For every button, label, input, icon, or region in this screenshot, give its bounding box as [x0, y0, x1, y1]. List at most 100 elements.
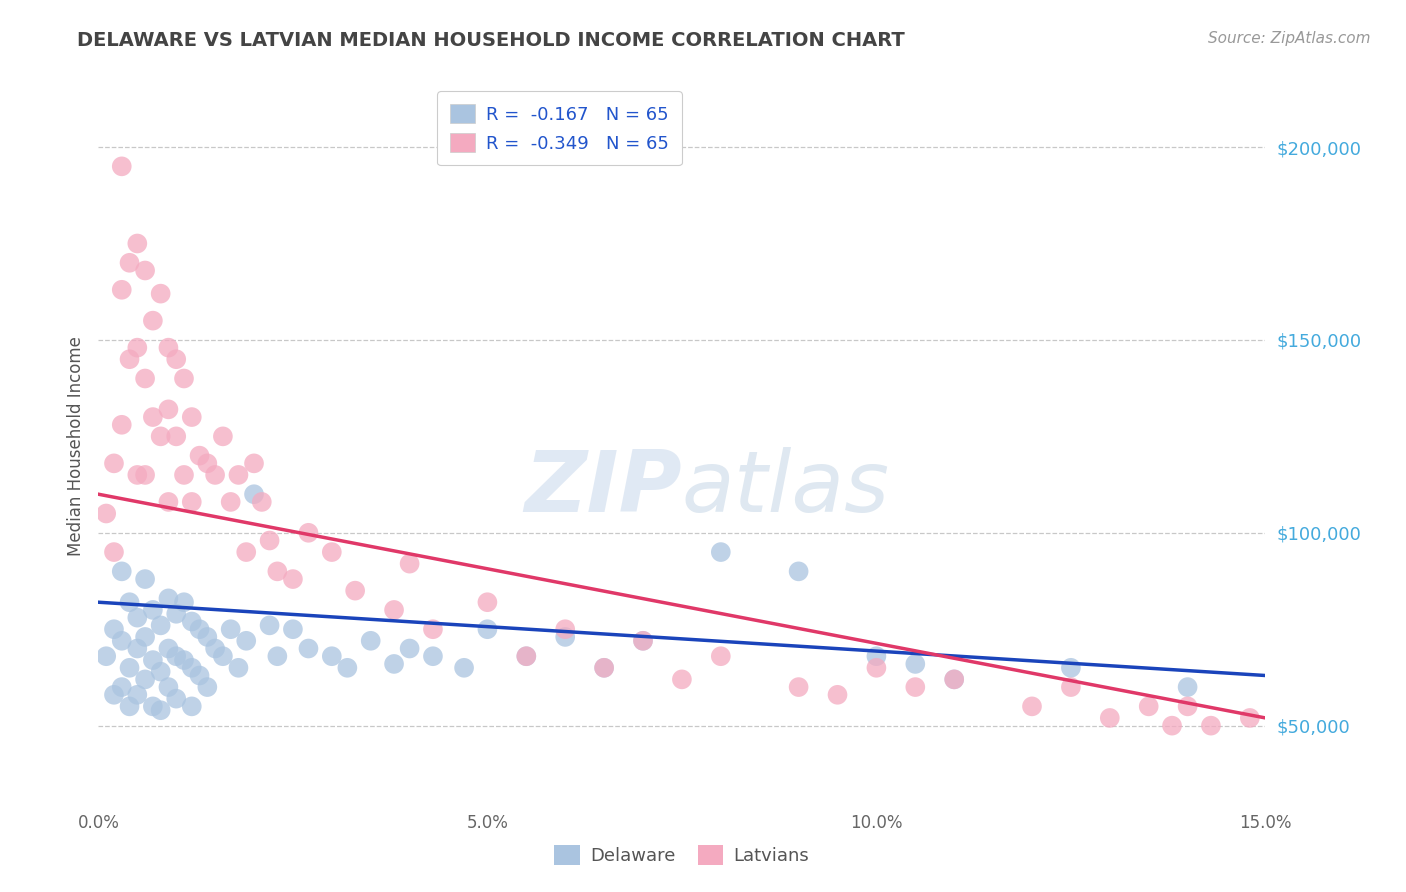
Point: [344, 583, 367, 598]
Point: [631, 633, 654, 648]
Point: [554, 630, 576, 644]
Point: [1021, 699, 1043, 714]
Point: [134, 467, 156, 482]
Point: [259, 533, 281, 548]
Point: [281, 622, 304, 636]
Point: [219, 495, 242, 509]
Point: [111, 633, 134, 648]
Text: atlas: atlas: [682, 447, 890, 531]
Point: [180, 495, 202, 509]
Point: [103, 456, 125, 470]
Point: [195, 456, 218, 470]
Point: [710, 649, 733, 664]
Point: [127, 688, 149, 702]
Point: [235, 545, 257, 559]
Point: [235, 633, 257, 648]
Point: [111, 417, 134, 432]
Point: [593, 661, 616, 675]
Point: [477, 622, 499, 636]
Point: [1161, 719, 1184, 733]
Point: [515, 649, 537, 664]
Point: [422, 649, 444, 664]
Point: [321, 649, 343, 664]
Point: [149, 703, 172, 717]
Point: [228, 661, 250, 675]
Point: [127, 610, 149, 624]
Point: [1177, 699, 1199, 714]
Point: [259, 618, 281, 632]
Point: [165, 429, 187, 443]
Point: [134, 572, 156, 586]
Point: [149, 286, 172, 301]
Point: [554, 622, 576, 636]
Point: [398, 641, 420, 656]
Point: [865, 661, 887, 675]
Point: [1239, 711, 1261, 725]
Point: [710, 545, 733, 559]
Point: [173, 653, 195, 667]
Point: [188, 668, 211, 682]
Point: [157, 641, 180, 656]
Point: [157, 341, 180, 355]
Point: [142, 699, 165, 714]
Point: [127, 341, 149, 355]
Point: [134, 630, 156, 644]
Point: [118, 661, 141, 675]
Text: DELAWARE VS LATVIAN MEDIAN HOUSEHOLD INCOME CORRELATION CHART: DELAWARE VS LATVIAN MEDIAN HOUSEHOLD INC…: [77, 31, 905, 50]
Point: [904, 657, 927, 671]
Point: [827, 688, 849, 702]
Point: [157, 591, 180, 606]
Point: [593, 661, 616, 675]
Point: [204, 641, 226, 656]
Point: [103, 622, 125, 636]
Point: [904, 680, 927, 694]
Point: [250, 495, 273, 509]
Point: [336, 661, 359, 675]
Point: [212, 429, 235, 443]
Point: [180, 699, 202, 714]
Point: [943, 673, 966, 687]
Point: [111, 565, 134, 579]
Point: [787, 680, 810, 694]
Point: [281, 572, 304, 586]
Point: [1177, 680, 1199, 694]
Point: [180, 615, 202, 629]
Point: [149, 665, 172, 679]
Point: [165, 649, 187, 664]
Point: [142, 653, 165, 667]
Point: [398, 557, 420, 571]
Point: [142, 313, 165, 327]
Point: [111, 159, 134, 173]
Point: [228, 467, 250, 482]
Point: [266, 649, 288, 664]
Point: [118, 256, 141, 270]
Point: [173, 371, 195, 385]
Point: [360, 633, 382, 648]
Point: [865, 649, 887, 664]
Point: [165, 691, 187, 706]
Point: [118, 699, 141, 714]
Point: [134, 673, 156, 687]
Point: [382, 603, 405, 617]
Point: [195, 680, 218, 694]
Point: [422, 622, 444, 636]
Point: [321, 545, 343, 559]
Point: [243, 456, 266, 470]
Point: [118, 352, 141, 367]
Point: [134, 263, 156, 277]
Point: [157, 495, 180, 509]
Point: [111, 680, 134, 694]
Point: [1060, 680, 1083, 694]
Point: [297, 525, 319, 540]
Point: [157, 680, 180, 694]
Point: [165, 607, 187, 621]
Point: [1137, 699, 1160, 714]
Point: [212, 649, 235, 664]
Text: Source: ZipAtlas.com: Source: ZipAtlas.com: [1208, 31, 1371, 46]
Point: [453, 661, 475, 675]
Point: [1098, 711, 1121, 725]
Point: [943, 673, 966, 687]
Point: [195, 630, 218, 644]
Point: [382, 657, 405, 671]
Point: [787, 565, 810, 579]
